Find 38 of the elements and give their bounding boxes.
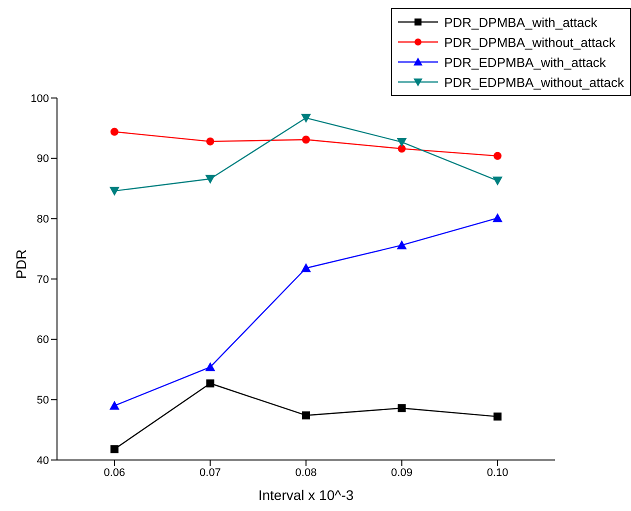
y-tick-label: 40 <box>36 454 49 467</box>
point <box>110 445 118 454</box>
point <box>206 137 214 146</box>
legend-label: PDR_EDPMBA_with_attack <box>444 54 606 70</box>
y-tick-label: 100 <box>30 92 49 105</box>
x-tick-label: 0.09 <box>391 466 412 479</box>
x-tick-label: 0.08 <box>295 466 317 479</box>
y-axis-title: PDR <box>12 249 29 279</box>
legend-label: PDR_DPMBA_with_attack <box>444 14 598 30</box>
point <box>396 138 407 148</box>
x-tick-label: 0.07 <box>200 466 221 479</box>
point <box>492 176 503 186</box>
y-tick-label: 50 <box>36 394 49 407</box>
x-axis-title: Interval x 10^-3 <box>258 487 354 503</box>
point <box>398 404 406 412</box>
point <box>110 128 118 136</box>
point <box>206 379 214 388</box>
y-tick-label: 60 <box>36 334 49 346</box>
point <box>494 152 502 160</box>
point <box>398 144 406 153</box>
point <box>301 114 311 123</box>
legend-label: PDR_EDPMBA_without_attack <box>444 74 624 90</box>
point <box>301 263 311 272</box>
x-tick-label: 0.10 <box>486 466 508 479</box>
point <box>492 213 503 222</box>
point <box>302 411 310 420</box>
point <box>205 362 216 372</box>
point <box>494 412 502 421</box>
point <box>109 186 120 196</box>
point <box>205 174 216 184</box>
y-tick-label: 80 <box>36 214 49 226</box>
point <box>109 400 120 410</box>
y-tick-label: 70 <box>36 274 49 286</box>
legend-label: PDR_DPMBA_without_attack <box>444 34 616 50</box>
x-tick-label: 0.06 <box>104 466 126 479</box>
point <box>396 240 407 250</box>
point <box>302 136 310 144</box>
y-tick-label: 90 <box>36 153 49 166</box>
